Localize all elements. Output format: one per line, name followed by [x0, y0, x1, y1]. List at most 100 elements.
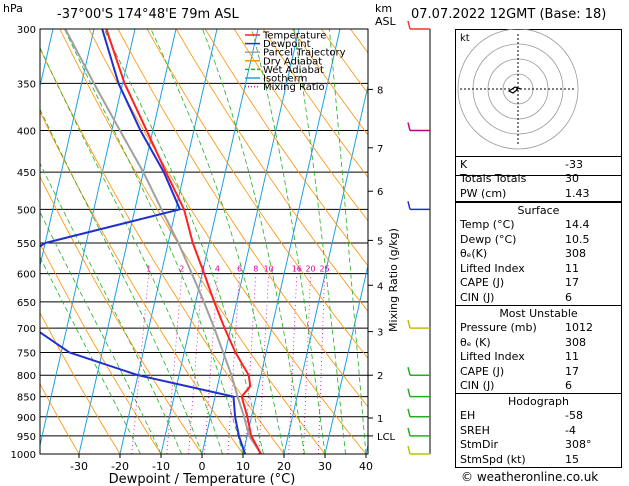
index-row: Pressure (mb) 1012 [456, 321, 622, 336]
pressure-tick-label: 700 [17, 324, 36, 335]
pressure-tick-label: 400 [17, 127, 36, 138]
index-row: EH -58 [456, 409, 622, 424]
mixing-ratio-line [166, 273, 183, 454]
hodograph-title: Hodograph [508, 394, 569, 408]
wet-adiabat [64, 29, 244, 454]
index-label: EH [460, 409, 476, 423]
dry-adiabat [233, 29, 368, 222]
wet-adiabat [251, 29, 326, 454]
index-label: Lifted Index [460, 261, 525, 275]
index-value: 308° [565, 438, 592, 452]
wind-barb-flag [407, 201, 411, 210]
index-value: 308 [565, 247, 586, 261]
x-tick-label: 30 [318, 460, 332, 473]
wind-barb-flag [407, 427, 411, 437]
index-row: θₑ(K) 308 [456, 247, 622, 262]
index-label: Pressure (mb) [460, 321, 537, 335]
index-value: -33 [565, 157, 583, 171]
dry-adiabat [40, 175, 203, 454]
index-row: K -33 [456, 157, 622, 172]
km-label: km [375, 2, 393, 15]
x-tick-label: -10 [152, 460, 170, 473]
index-value: 6 [565, 379, 572, 393]
index-value: 308 [565, 335, 586, 349]
isotherm [0, 29, 12, 454]
pressure-tick-label: 750 [17, 348, 36, 359]
wet-adiabat [328, 29, 367, 454]
index-row: StmDir 308° [456, 438, 622, 453]
index-value: 10.5 [565, 232, 590, 246]
index-row: CAPE (J) 17 [456, 276, 622, 291]
pressure-tick-label: 500 [17, 205, 36, 216]
wind-barb-flag [407, 408, 411, 417]
isotherm [40, 29, 95, 268]
index-value: -4 [565, 423, 576, 437]
wet-adiabat [293, 29, 346, 454]
dry-adiabat [88, 29, 367, 454]
index-value: 30 [565, 172, 579, 186]
index-label: CIN (J) [460, 290, 495, 304]
index-row: SREH -4 [456, 423, 622, 438]
legend-entry: Parcel Trajectory [263, 48, 346, 59]
wind-barb-flag [407, 319, 411, 329]
index-row: CAPE (J) 17 [456, 364, 622, 379]
mixing-ratio-tick-label: 25 [320, 265, 330, 274]
wet-adiabat [150, 29, 285, 454]
pressure-tick-label: 850 [17, 393, 36, 404]
wind-barb-flag [407, 20, 411, 30]
index-label: CAPE (J) [460, 276, 505, 290]
surface-title: Surface [517, 203, 560, 217]
legend-entry: Temperature [262, 31, 326, 42]
km-tick-label: 8 [377, 85, 383, 96]
wind-barb-flag [407, 367, 411, 376]
dry-adiabat [146, 29, 368, 359]
hodograph-unit-label: kt [460, 33, 470, 44]
pressure-tick-label: 300 [17, 25, 36, 36]
wind-barb-flag [407, 122, 411, 131]
dry-adiabat [40, 311, 121, 454]
km-tick-label: 6 [377, 187, 383, 198]
legend-entry: Dry Adiabat [263, 56, 322, 67]
isotherm [201, 29, 300, 454]
km-tick-label: 1 [377, 414, 383, 425]
asl-label: ASL [375, 15, 396, 28]
dry-adiabat [40, 110, 244, 454]
index-row: Dewp (°C) 10.5 [456, 232, 622, 247]
index-value: 1012 [565, 321, 593, 335]
index-value: 14.4 [565, 218, 590, 232]
index-value: 17 [565, 364, 579, 378]
km-tick-label: 5 [377, 236, 383, 247]
pressure-tick-label: 800 [17, 371, 36, 382]
index-row: Lifted Index 11 [456, 350, 622, 365]
km-tick-label: 7 [377, 144, 383, 155]
wind-barb-flag [407, 445, 411, 455]
index-value: 11 [565, 261, 579, 275]
legend-entry: Mixing Ratio [263, 82, 325, 93]
pressure-tick-label: 900 [17, 413, 36, 424]
index-label: SREH [460, 423, 490, 437]
mixing-ratio-tick-label: 2 [179, 265, 184, 274]
x-tick-label: 10 [236, 460, 250, 473]
wet-adiabat [40, 256, 141, 454]
index-value: 1.43 [565, 186, 590, 200]
dry-adiabat [117, 29, 368, 408]
most-unstable-title: Most Unstable [499, 306, 578, 320]
hodograph: kt [455, 29, 622, 176]
dry-adiabat [40, 383, 80, 454]
index-row: Totals Totals 30 [456, 172, 622, 187]
legend-entry: Dewpoint [263, 39, 311, 50]
x-tick-label: 20 [277, 460, 291, 473]
mixing-ratio-tick-label: 4 [215, 265, 220, 274]
mixing-ratio-tick-label: 1 [146, 265, 151, 274]
mixing-ratio-tick-label: 8 [253, 265, 258, 274]
legend-entry: Isotherm [263, 74, 307, 85]
pressure-tick-label: 350 [17, 79, 36, 90]
km-tick-label: 2 [377, 371, 383, 382]
hodograph-trace [507, 86, 522, 94]
index-row: θₑ (K) 308 [456, 335, 622, 350]
mixing-ratio-tick-label: 6 [237, 265, 242, 274]
parcel-trajectory-line [64, 29, 262, 454]
index-label: Lifted Index [460, 350, 525, 364]
index-label: StmSpd (kt) [460, 452, 526, 466]
